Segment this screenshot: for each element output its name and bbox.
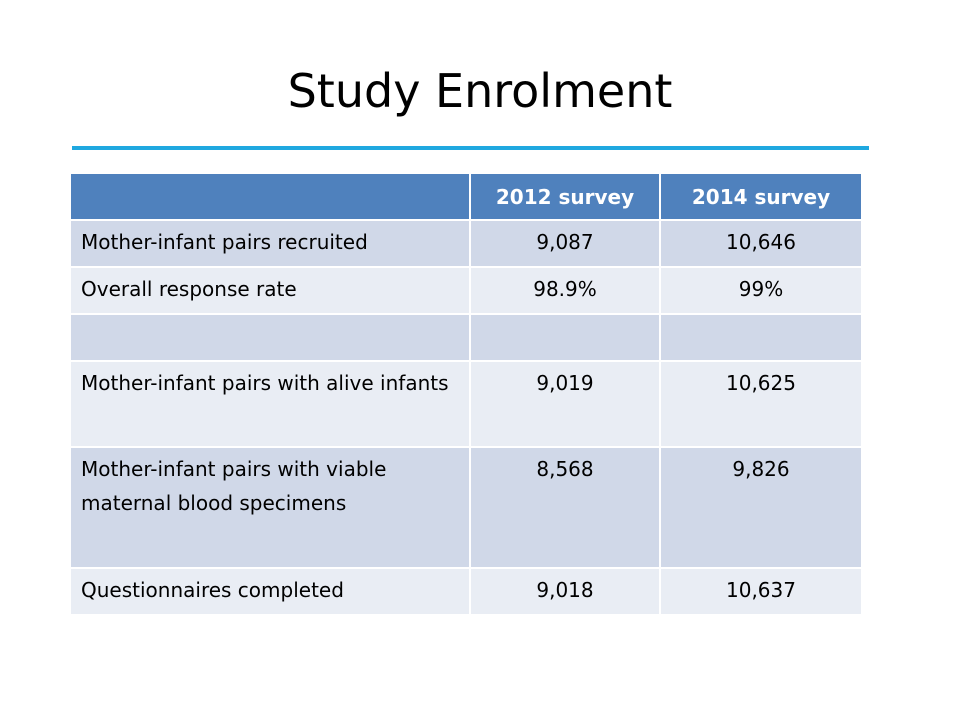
value-2014: 10,637	[659, 567, 863, 616]
value-2012: 9,019	[469, 360, 661, 448]
row-label: Mother-infant pairs with viable maternal…	[69, 446, 471, 569]
header-2014-survey: 2014 survey	[659, 172, 863, 221]
value-2012: 9,087	[469, 219, 661, 268]
row-label: Mother-infant pairs with alive infants	[69, 360, 471, 448]
table-row: Questionnaires completed 9,018 10,637	[69, 567, 863, 616]
value-2014: 9,826	[659, 446, 863, 569]
value-2012: 98.9%	[469, 266, 661, 315]
value-2012: 9,018	[469, 567, 661, 616]
value-2014	[659, 313, 863, 362]
table-row-empty	[69, 313, 863, 362]
table-row: Mother-infant pairs with viable maternal…	[69, 446, 863, 569]
table-header-row: 2012 survey 2014 survey	[69, 172, 863, 221]
table-row: Mother-infant pairs with alive infants 9…	[69, 360, 863, 448]
table-row: Overall response rate 98.9% 99%	[69, 266, 863, 315]
header-blank-cell	[69, 172, 471, 221]
row-label: Overall response rate	[69, 266, 471, 315]
value-2014: 10,625	[659, 360, 863, 448]
header-2012-survey: 2012 survey	[469, 172, 661, 221]
title-divider	[72, 146, 869, 150]
value-2014: 10,646	[659, 219, 863, 268]
row-label	[69, 313, 471, 362]
enrolment-table: 2012 survey 2014 survey Mother-infant pa…	[69, 172, 863, 616]
page-title: Study Enrolment	[287, 64, 673, 118]
value-2012	[469, 313, 661, 362]
table-row: Mother-infant pairs recruited 9,087 10,6…	[69, 219, 863, 268]
row-label: Mother-infant pairs recruited	[69, 219, 471, 268]
value-2012: 8,568	[469, 446, 661, 569]
row-label: Questionnaires completed	[69, 567, 471, 616]
value-2014: 99%	[659, 266, 863, 315]
